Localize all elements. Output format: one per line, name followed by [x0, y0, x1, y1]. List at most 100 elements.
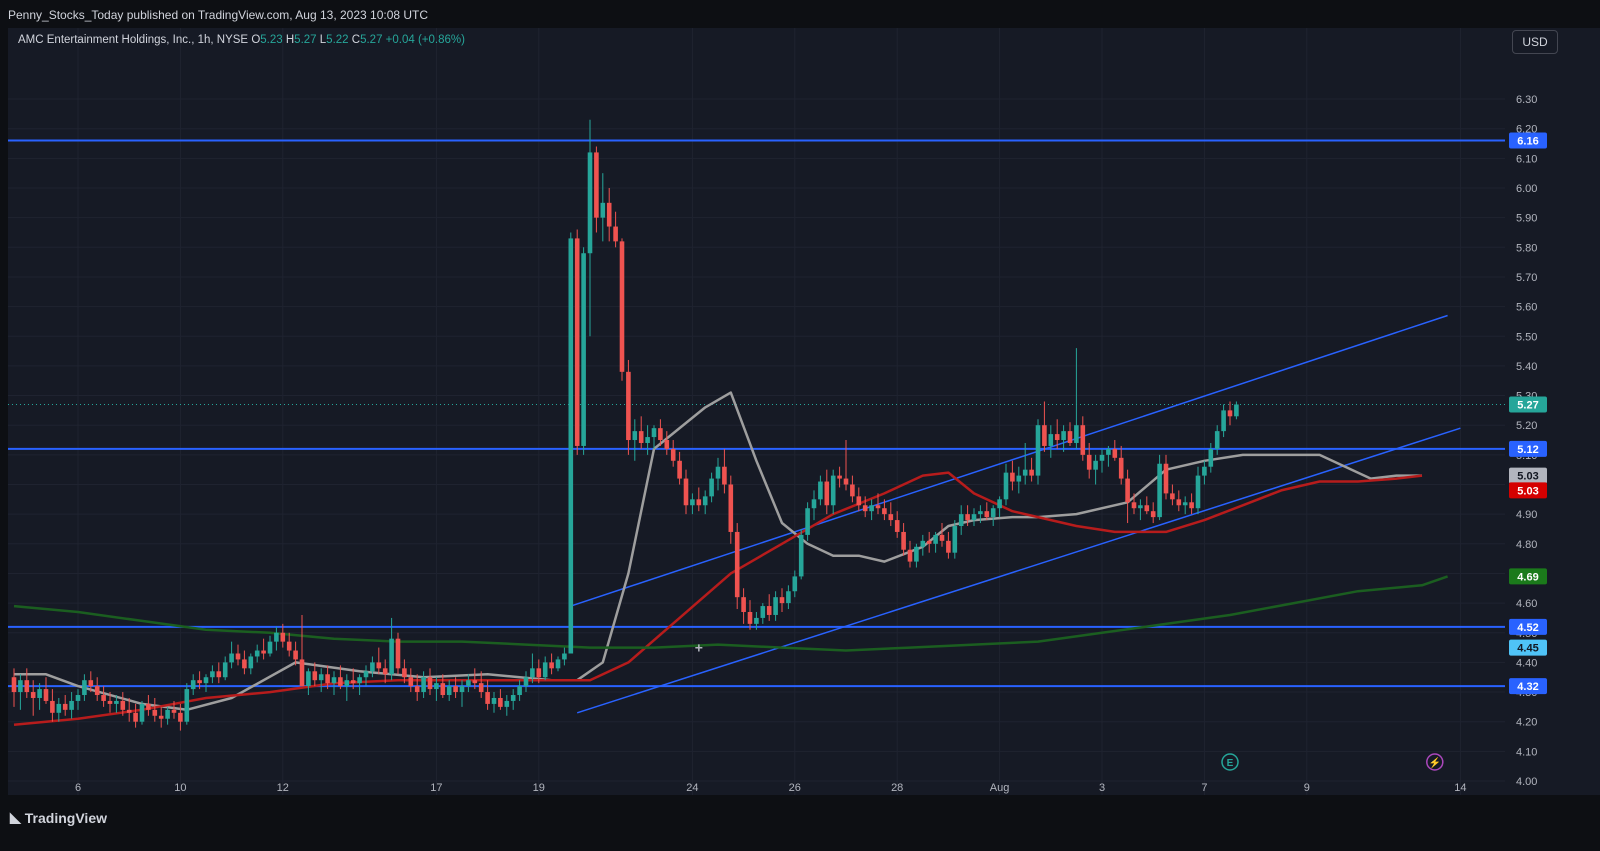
candle-body: [222, 662, 228, 678]
candle-body: [888, 514, 894, 521]
candle-body: [408, 677, 414, 687]
candle-body: [274, 632, 279, 642]
candle-body: [568, 238, 574, 654]
candle-body: [37, 689, 42, 698]
candle-body: [587, 152, 593, 254]
tradingview-brand[interactable]: ◣ TradingView: [10, 809, 107, 826]
candle-body: [171, 709, 177, 713]
candle-body: [414, 686, 420, 693]
candle-body: [754, 617, 759, 624]
candle-body: [1214, 431, 1220, 449]
candle-body: [350, 680, 356, 684]
price-label-text: 5.27: [1517, 399, 1538, 411]
candle-body: [984, 511, 990, 518]
candle-body: [69, 700, 74, 710]
y-tick-label: 4.10: [1516, 746, 1537, 758]
candle-body: [434, 683, 439, 690]
price-label-box: [1509, 639, 1547, 656]
candle-body: [1016, 475, 1022, 482]
candle-body: [920, 540, 926, 547]
candle-body: [293, 650, 298, 660]
candle-body: [184, 689, 190, 722]
candle-body: [1138, 505, 1143, 509]
candle-body: [1221, 410, 1226, 432]
candle-body: [709, 478, 714, 497]
y-tick-label: 5.80: [1516, 242, 1537, 254]
x-tick-label: 19: [533, 782, 545, 794]
price-label-text: 5.12: [1517, 444, 1538, 456]
candle-body: [190, 680, 196, 690]
candle-body: [446, 686, 452, 696]
candle-body: [696, 499, 702, 506]
candle-body: [542, 662, 548, 678]
candle-body: [107, 700, 113, 704]
y-tick-label: 6.10: [1516, 153, 1537, 165]
candle-body: [146, 703, 151, 710]
candle-body: [747, 611, 753, 624]
price-labels: 6.16 5.27 5.12 5.03 5.03 4.69 4.52 4.45 4.32: [1509, 132, 1547, 695]
price-label-text: 4.69: [1517, 571, 1538, 583]
footer-bar: [0, 797, 1600, 851]
candle-body: [491, 697, 497, 704]
candle-body: [459, 686, 465, 693]
y-tick-label: 5.40: [1516, 361, 1537, 373]
candle-body: [1029, 469, 1034, 476]
candle-body: [1106, 448, 1111, 455]
candle-body: [651, 428, 657, 438]
candle-body: [94, 686, 100, 696]
y-tick-label: 5.60: [1516, 302, 1537, 314]
candle-body: [427, 677, 433, 690]
trendline: [570, 314, 1448, 607]
event-marker: [1426, 753, 1444, 771]
candle-body: [869, 505, 874, 512]
candle-body: [18, 680, 23, 693]
price-label-text: 5.03: [1517, 471, 1538, 483]
candle-body: [254, 650, 260, 657]
candle-body: [421, 677, 426, 693]
candle-body: [357, 677, 362, 684]
currency-button[interactable]: USD: [1512, 30, 1558, 54]
candle-body: [1208, 448, 1214, 467]
y-tick-label: 5.70: [1516, 272, 1537, 284]
event-markers: E ⚡ +: [695, 640, 1444, 771]
candle-body: [965, 514, 970, 521]
candle-body: [760, 606, 766, 618]
candle-body: [971, 514, 977, 521]
candle-body: [370, 662, 375, 672]
chart-pane[interactable]: [8, 28, 1600, 795]
candle-body: [792, 576, 798, 592]
candle-body: [946, 540, 951, 553]
candle-body: [216, 671, 222, 678]
candle-body: [811, 499, 817, 509]
x-tick-label: 26: [789, 782, 801, 794]
candle-body: [1202, 466, 1207, 476]
trendlines: [570, 314, 1461, 714]
candle-body: [1022, 469, 1028, 476]
candle-body: [632, 431, 638, 441]
trendline: [576, 427, 1461, 714]
candle-body: [952, 526, 958, 553]
candle-body: [907, 549, 913, 562]
x-tick-label: 9: [1304, 782, 1310, 794]
candle-body: [88, 680, 94, 687]
price-label-text: 4.32: [1517, 681, 1538, 693]
candle-body: [978, 511, 983, 515]
change-value: +0.04 (+0.86%): [385, 34, 465, 46]
candle-body: [926, 540, 932, 544]
candle-body: [766, 606, 772, 615]
price-label-text: 4.45: [1517, 643, 1538, 655]
candles: [11, 119, 1239, 731]
candle-body: [1099, 454, 1105, 461]
candle-body: [235, 653, 241, 660]
candle-body: [862, 505, 868, 512]
price-label-text: 4.52: [1517, 622, 1538, 634]
x-tick-label: Aug: [990, 782, 1010, 794]
candle-body: [958, 514, 964, 527]
candle-body: [376, 662, 382, 669]
candle-body: [1112, 448, 1118, 458]
candle-body: [1048, 434, 1054, 446]
candle-body: [894, 520, 900, 532]
candle-body: [645, 437, 650, 443]
candle-body: [306, 671, 311, 687]
